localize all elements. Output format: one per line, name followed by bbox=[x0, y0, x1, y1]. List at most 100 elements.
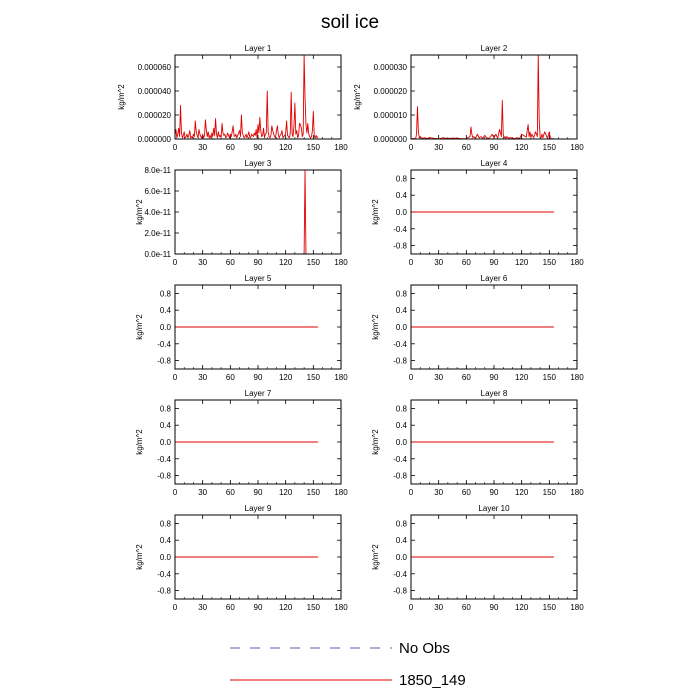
y-tick-label: 0.0 bbox=[396, 553, 408, 562]
y-tick-label: 0.4 bbox=[396, 421, 408, 430]
x-tick-label: 120 bbox=[279, 488, 293, 497]
y-tick-label: -0.8 bbox=[157, 587, 171, 596]
x-tick-label: 150 bbox=[543, 373, 557, 382]
y-tick-label: 0.8 bbox=[396, 174, 408, 183]
x-tick-label: 150 bbox=[543, 258, 557, 267]
x-tick-label: 90 bbox=[254, 258, 263, 267]
x-tick-label: 120 bbox=[515, 488, 529, 497]
x-tick-label: 60 bbox=[462, 603, 471, 612]
y-tick-label: 0.0 bbox=[396, 323, 408, 332]
x-tick-label: 30 bbox=[198, 143, 207, 152]
y-tick-label: 0.4 bbox=[396, 306, 408, 315]
panel-title: Layer 3 bbox=[245, 159, 272, 168]
y-tick-label: 0.8 bbox=[160, 519, 172, 528]
x-tick-label: 150 bbox=[307, 143, 321, 152]
x-tick-label: 90 bbox=[490, 603, 499, 612]
panel-layer-6: Layer 6 kg/m^2 0 30 60 90 120 150 180 -0.8 -0.4 0.0… bbox=[371, 274, 584, 382]
y-axis-label: kg/m^2 bbox=[371, 429, 380, 455]
y-axis-label: kg/m^2 bbox=[353, 84, 362, 110]
legend-label: 1850_149 bbox=[399, 672, 466, 689]
x-tick-label: 60 bbox=[462, 258, 471, 267]
plot-frame bbox=[174, 399, 342, 485]
x-tick-label: 0 bbox=[409, 373, 414, 382]
x-tick-label: 150 bbox=[543, 603, 557, 612]
x-tick-label: 30 bbox=[434, 373, 443, 382]
y-tick-label: -0.4 bbox=[157, 570, 171, 579]
x-tick-label: 180 bbox=[570, 488, 584, 497]
panel-title: Layer 2 bbox=[481, 44, 508, 53]
y-tick-label: 0.0 bbox=[160, 323, 172, 332]
x-tick-label: 120 bbox=[515, 258, 529, 267]
y-tick-label: 0.8 bbox=[396, 519, 408, 528]
x-tick-label: 180 bbox=[334, 373, 348, 382]
x-tick-label: 30 bbox=[434, 258, 443, 267]
x-tick-label: 180 bbox=[334, 143, 348, 152]
x-tick-label: 180 bbox=[334, 603, 348, 612]
y-axis-label: kg/m^2 bbox=[135, 544, 144, 570]
legend-label: No Obs bbox=[399, 640, 450, 657]
y-tick-label: 0.4 bbox=[160, 421, 172, 430]
panel-layer-3: Layer 3 kg/m^2 0 30 60 90 120 150 180 0.0e-11 2.0e… bbox=[135, 159, 348, 267]
x-tick-label: 180 bbox=[570, 373, 584, 382]
y-tick-label: 0.0 bbox=[160, 553, 172, 562]
panel-title: Layer 1 bbox=[245, 44, 272, 53]
y-tick-label: 6.0e-11 bbox=[144, 187, 171, 196]
y-tick-label: -0.4 bbox=[393, 455, 407, 464]
x-tick-label: 120 bbox=[279, 258, 293, 267]
x-tick-label: 90 bbox=[254, 603, 263, 612]
x-tick-label: 150 bbox=[307, 258, 321, 267]
x-tick-label: 0 bbox=[409, 258, 414, 267]
y-tick-label: 0.8 bbox=[396, 289, 408, 298]
panel-layer-10: Layer 10 kg/m^2 0 30 60 90 120 150 180 -0.8 -0.4 0.… bbox=[371, 504, 584, 612]
y-tick-label: 0.4 bbox=[396, 536, 408, 545]
x-tick-label: 120 bbox=[515, 373, 529, 382]
y-tick-label: 0.000000 bbox=[374, 135, 408, 144]
y-tick-label: 0.4 bbox=[396, 191, 408, 200]
x-tick-label: 150 bbox=[543, 488, 557, 497]
panel-title: Layer 5 bbox=[245, 274, 272, 283]
y-tick-label: 0.000030 bbox=[374, 63, 408, 72]
y-axis-label: kg/m^2 bbox=[371, 199, 380, 225]
y-tick-label: 0.4 bbox=[160, 536, 172, 545]
x-tick-label: 150 bbox=[307, 488, 321, 497]
legend: No Obs 1850_149 bbox=[230, 640, 466, 689]
y-tick-label: -0.8 bbox=[157, 472, 171, 481]
y-tick-label: -0.8 bbox=[157, 357, 171, 366]
y-axis-label: kg/m^2 bbox=[371, 544, 380, 570]
y-tick-label: 0.8 bbox=[160, 404, 172, 413]
y-tick-label: 0.000000 bbox=[138, 135, 172, 144]
x-tick-label: 60 bbox=[226, 258, 235, 267]
panel-layer-5: Layer 5 kg/m^2 0 30 60 90 120 150 180 -0.8 -0.4 0.0… bbox=[135, 274, 348, 382]
panel-layer-8: Layer 8 kg/m^2 0 30 60 90 120 150 180 -0.8 -0.4 0.0… bbox=[371, 389, 584, 497]
x-tick-label: 60 bbox=[226, 488, 235, 497]
y-tick-label: 0.0e-11 bbox=[144, 250, 171, 259]
y-tick-label: 0.0 bbox=[160, 438, 172, 447]
x-tick-label: 0 bbox=[173, 488, 178, 497]
x-tick-label: 30 bbox=[198, 258, 207, 267]
panel-layer-7: Layer 7 kg/m^2 0 30 60 90 120 150 180 -0.8 -0.4 0.0… bbox=[135, 389, 348, 497]
y-tick-label: -0.4 bbox=[393, 340, 407, 349]
x-tick-label: 180 bbox=[334, 488, 348, 497]
plot-frame bbox=[410, 169, 578, 255]
panel-title: Layer 8 bbox=[481, 389, 508, 398]
y-tick-label: -0.4 bbox=[393, 225, 407, 234]
x-tick-label: 90 bbox=[490, 373, 499, 382]
panel-title: Layer 10 bbox=[478, 504, 510, 513]
x-tick-label: 120 bbox=[279, 373, 293, 382]
series-line-1850_149 bbox=[410, 54, 554, 140]
y-axis-label: kg/m^2 bbox=[371, 314, 380, 340]
panel-title: Layer 4 bbox=[481, 159, 508, 168]
x-tick-label: 60 bbox=[226, 603, 235, 612]
y-axis-label: kg/m^2 bbox=[117, 84, 126, 110]
series-line-1850_149 bbox=[174, 54, 319, 139]
plot-frame bbox=[410, 284, 578, 370]
x-tick-label: 150 bbox=[307, 373, 321, 382]
x-tick-label: 90 bbox=[490, 143, 499, 152]
y-tick-label: -0.8 bbox=[393, 242, 407, 251]
y-tick-label: 0.8 bbox=[160, 289, 172, 298]
panel-layer-4: Layer 4 kg/m^2 0 30 60 90 120 150 180 -0.8 -0.4 0.0… bbox=[371, 159, 584, 267]
y-tick-label: -0.8 bbox=[393, 357, 407, 366]
x-tick-label: 60 bbox=[226, 373, 235, 382]
x-tick-label: 180 bbox=[570, 258, 584, 267]
